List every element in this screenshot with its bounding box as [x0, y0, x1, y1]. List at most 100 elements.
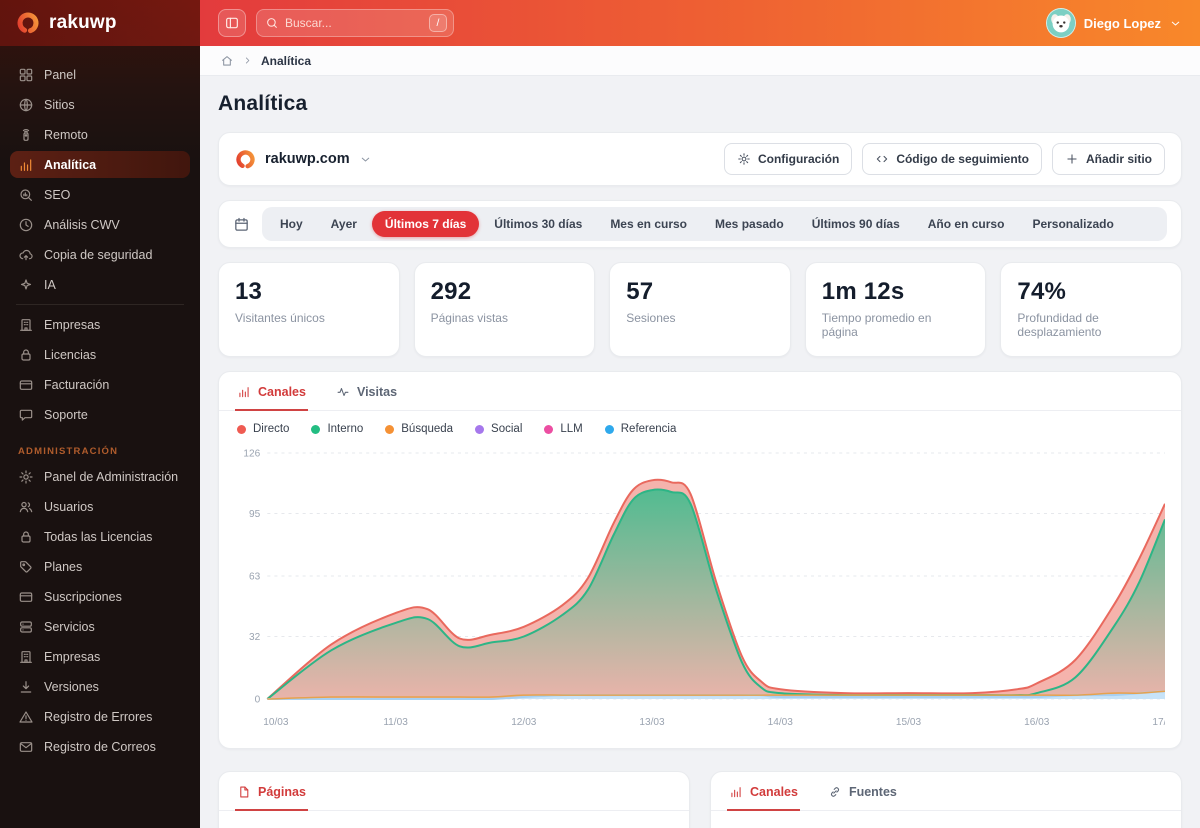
stat-card-profundidad-de-desplazamiento: 74% Profundidad de desplazamiento [1000, 262, 1182, 357]
legend-item-social[interactable]: Social [475, 423, 522, 435]
user-menu[interactable]: Diego Lopez [1045, 8, 1182, 38]
chart-legend: Directo Interno Búsqueda Social LLM Referenci… [219, 411, 1181, 437]
tab-fuentes[interactable]: Fuentes [826, 772, 899, 811]
tab-paginas[interactable]: Páginas [235, 772, 308, 811]
svg-text:17/03: 17/03 [1152, 717, 1165, 728]
sidebar-item-seo[interactable]: SEO [10, 181, 190, 208]
pulse-icon [336, 385, 350, 399]
sidebar-item-remoto[interactable]: Remoto [10, 121, 190, 148]
sidebar-item-soporte[interactable]: Soporte [10, 401, 190, 428]
sidebar-item-todas-las-licencias[interactable]: Todas las Licencias [10, 523, 190, 550]
tab-canales[interactable]: Canales [727, 772, 800, 811]
date-range-ultimos-7-dias[interactable]: Últimos 7 días [371, 211, 480, 237]
search-input[interactable] [285, 16, 423, 30]
legend-item-llm[interactable]: LLM [544, 423, 583, 435]
sidebar-item-servicios[interactable]: Servicios [10, 613, 190, 640]
sidebar-item-ia[interactable]: IA [10, 271, 190, 298]
sidebar-item-suscripciones[interactable]: Suscripciones [10, 583, 190, 610]
site-actions: Configuración Código de seguimiento Añadir… [723, 143, 1165, 175]
chart-area: 0 32 63 95 126 10/03 11/03 12/03 13/03 14/03 15/03… [219, 437, 1181, 748]
calendar-icon[interactable] [233, 216, 250, 233]
button-label: Añadir sitio [1085, 152, 1152, 166]
legend-dot [475, 424, 485, 434]
channels-tabs: Canales Fuentes [711, 772, 1181, 811]
tab-label: Fuentes [848, 785, 897, 799]
legend-dot [544, 424, 554, 434]
date-range-hoy[interactable]: Hoy [280, 217, 303, 231]
legend-label: Interno [327, 423, 364, 435]
sidebar-item-analisis-cwv[interactable]: Análisis CWV [10, 211, 190, 238]
sidebar-item-empresas[interactable]: Empresas [10, 643, 190, 670]
legend-label: Referencia [620, 423, 677, 435]
tab-label: Canales [750, 785, 798, 799]
sidebar-item-panel[interactable]: Panel [10, 61, 190, 88]
sidebar-item-label: Todas las Licencias [44, 529, 153, 544]
sidebar-item-copia-de-seguridad[interactable]: Copia de seguridad [10, 241, 190, 268]
building-icon [18, 649, 34, 665]
brand-header: rakuwp [0, 0, 200, 46]
sidebar-item-registro-de-errores[interactable]: Registro de Errores [10, 703, 190, 730]
tab-label: Canales [258, 385, 306, 399]
sidebar-toggle-button[interactable] [218, 9, 246, 37]
grid-icon [18, 67, 34, 83]
sidebar-item-label: Análisis CWV [44, 217, 120, 232]
tag-icon [18, 559, 34, 575]
date-range-ano-en-curso[interactable]: Año en curso [927, 217, 1005, 231]
tab-canales[interactable]: Canales [235, 372, 308, 411]
page-title: Analítica [218, 92, 308, 115]
sidebar-item-versiones[interactable]: Versiones [10, 673, 190, 700]
sidebar-item-label: Suscripciones [44, 589, 122, 604]
sidebar-item-planes[interactable]: Planes [10, 553, 190, 580]
button-label: Código de seguimiento [896, 152, 1029, 166]
site-selector[interactable]: rakuwp.com [235, 149, 372, 170]
chart-tabs: Canales Visitas [219, 372, 1181, 411]
sidebar-item-facturacion[interactable]: Facturación [10, 371, 190, 398]
sidebar-item-panel-de-administracion[interactable]: Panel de Administración [10, 463, 190, 490]
sidebar-item-label: Empresas [44, 317, 101, 332]
search-box[interactable]: / [256, 9, 454, 37]
sidebar-item-registro-de-correos[interactable]: Registro de Correos [10, 733, 190, 760]
legend-label: LLM [560, 423, 583, 435]
sidebar-divider [16, 304, 184, 305]
channels-chart-card: Canales Visitas Directo Interno Búsqueda Soc… [218, 371, 1182, 749]
svg-text:32: 32 [249, 632, 261, 643]
stats-row: 13 Visitantes únicos 292 Páginas vistas 57 Se… [218, 262, 1182, 357]
date-range-personalizado[interactable]: Personalizado [1032, 217, 1114, 231]
date-range-ayer[interactable]: Ayer [330, 217, 357, 231]
sidebar-item-label: Sitios [44, 97, 75, 112]
legend-dot [237, 424, 246, 434]
date-range-ultimos-90-dias[interactable]: Últimos 90 días [811, 217, 900, 231]
pages-card: Páginas [218, 771, 690, 828]
chart-bars-icon [18, 157, 34, 173]
sidebar-item-label: Remoto [44, 127, 88, 142]
legend-item-interno[interactable]: Interno [311, 423, 363, 435]
sidebar-item-sitios[interactable]: Sitios [10, 91, 190, 118]
date-range-mes-en-curso[interactable]: Mes en curso [610, 217, 688, 231]
date-range-ultimos-30-dias[interactable]: Últimos 30 días [494, 217, 583, 231]
tab-visitas[interactable]: Visitas [334, 372, 399, 411]
home-icon[interactable] [220, 54, 234, 68]
sidebar-item-empresas[interactable]: Empresas [10, 311, 190, 338]
sidebar-item-label: Empresas [44, 649, 101, 664]
svg-text:15/03: 15/03 [896, 717, 922, 728]
sidebar-item-licencias[interactable]: Licencias [10, 341, 190, 368]
site-name: rakuwp.com [265, 151, 350, 167]
anadir-sitio-button[interactable]: Añadir sitio [1051, 143, 1165, 175]
codigo-de-seguimiento-button[interactable]: Código de seguimiento [862, 143, 1042, 175]
sidebar-item-label: Planes [44, 559, 83, 574]
pages-tabs: Páginas [219, 772, 689, 811]
sidebar-item-analitica[interactable]: Analítica [10, 151, 190, 178]
svg-text:95: 95 [249, 509, 261, 520]
sidebar-item-label: Copia de seguridad [44, 247, 153, 262]
sidebar-item-usuarios[interactable]: Usuarios [10, 493, 190, 520]
lock-icon [18, 347, 34, 363]
legend-item-referencia[interactable]: Referencia [604, 423, 677, 435]
warning-triangle-icon [18, 709, 34, 725]
sidebar-item-label: Panel [44, 67, 76, 82]
legend-item-directo[interactable]: Directo [237, 423, 289, 435]
configuracion-button[interactable]: Configuración [723, 143, 853, 175]
legend-item-busqueda[interactable]: Búsqueda [385, 423, 453, 435]
legend-dot [385, 424, 395, 434]
date-range-mes-pasado[interactable]: Mes pasado [715, 217, 784, 231]
